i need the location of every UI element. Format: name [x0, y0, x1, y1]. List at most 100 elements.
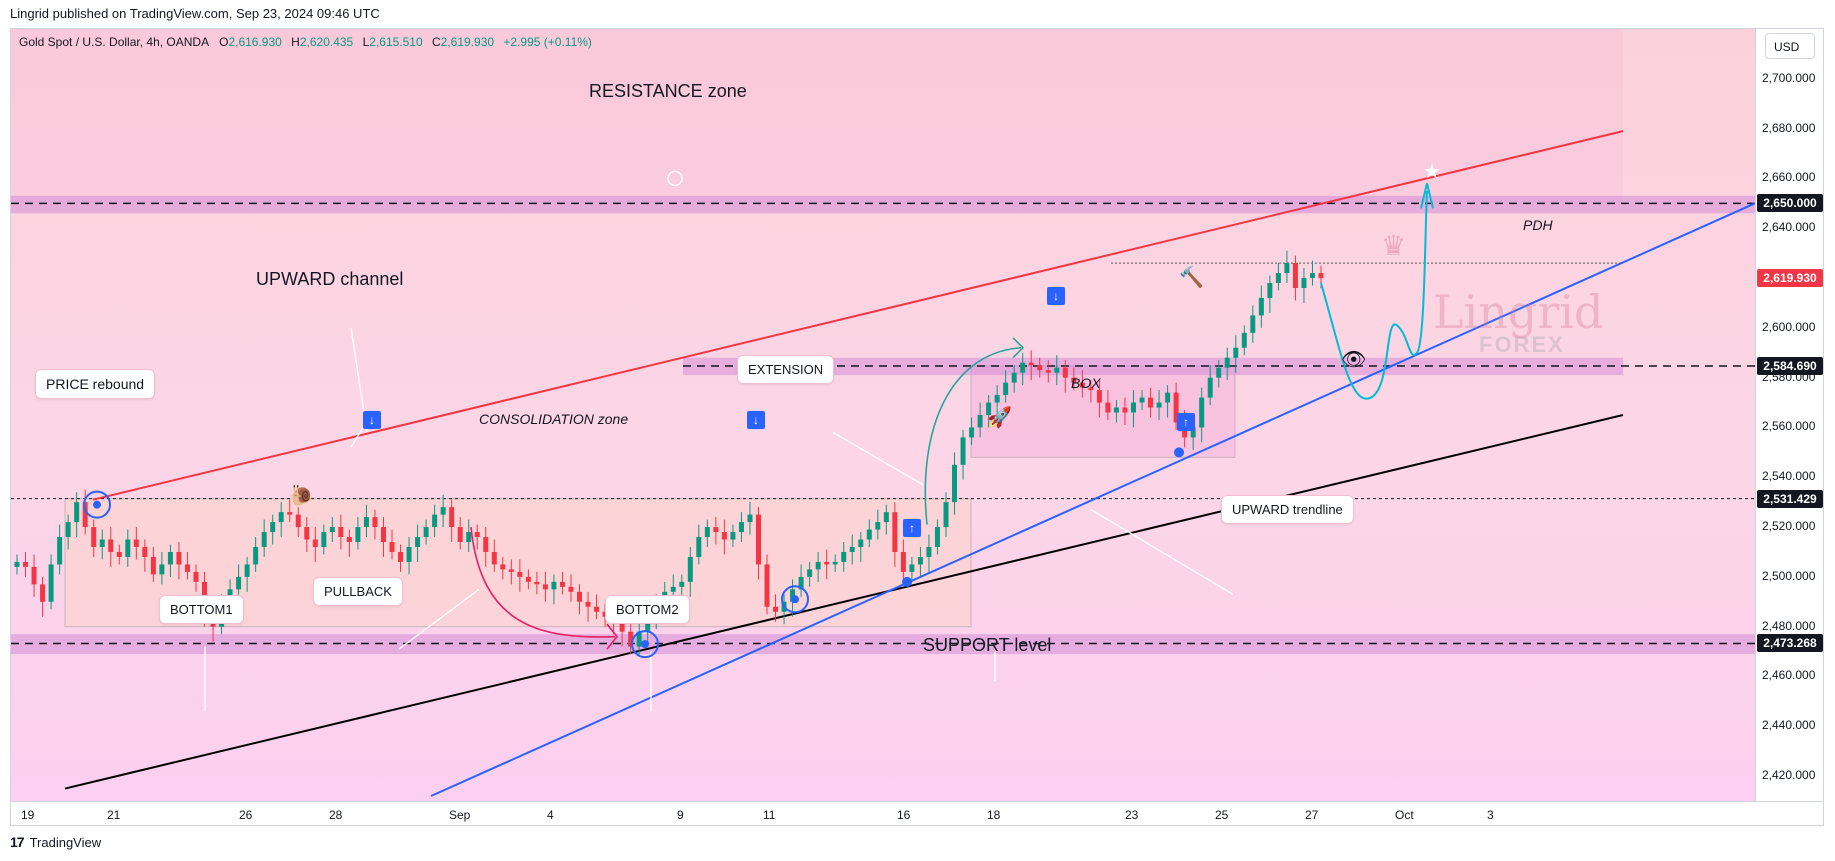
- published-header: Lingrid published on TradingView.com, Se…: [10, 6, 380, 21]
- time-tick: 9: [677, 808, 684, 822]
- time-tick: Sep: [449, 808, 471, 822]
- candle-body: [363, 517, 369, 528]
- arrow-down-marker: ↓: [363, 411, 381, 429]
- candle-body: [346, 537, 352, 543]
- candle-body: [150, 556, 156, 575]
- price-axis[interactable]: 2,700.000 2,680.000 2,660.000 2,640.000 2,60…: [1755, 29, 1823, 801]
- candle-body: [696, 537, 702, 557]
- price-tag-resistance: 2,650.000: [1757, 194, 1823, 213]
- bottom2-callout: BOTTOM2: [605, 595, 690, 624]
- candle-body: [398, 551, 404, 562]
- candle-body: [406, 546, 412, 562]
- currency-selector[interactable]: USD: [1765, 33, 1815, 59]
- time-tick: Oct: [1395, 808, 1414, 822]
- candle-body: [585, 601, 591, 607]
- candle-body: [261, 532, 267, 547]
- open-value: 2,616.930: [228, 35, 282, 49]
- candle-body: [534, 581, 540, 585]
- candle-body: [244, 564, 250, 577]
- footer-brand[interactable]: 17 TradingView: [10, 834, 101, 850]
- candle-body: [952, 464, 958, 503]
- candle-body: [1292, 263, 1298, 288]
- candle-body: [670, 586, 676, 592]
- candle-body: [764, 564, 770, 607]
- time-axis[interactable]: 19 21 26 28 Sep 4 9 11 16 18 23 25 27 Oct 3: [11, 801, 1823, 825]
- candle-body: [1241, 332, 1247, 348]
- channel-top-line: [92, 130, 1624, 501]
- candle-body: [815, 561, 821, 570]
- candle-body: [1309, 273, 1315, 279]
- candle-body: [1122, 407, 1128, 413]
- candle-body: [449, 507, 455, 528]
- snail-icon: 🐌: [289, 485, 314, 507]
- candle-body: [304, 527, 310, 540]
- pullback-callout: PULLBACK: [313, 577, 403, 606]
- candle-body: [807, 569, 813, 577]
- resistance-band: [11, 195, 1755, 214]
- candle-body: [1173, 392, 1179, 423]
- candle-body: [858, 539, 864, 547]
- candle-body: [832, 561, 838, 565]
- resistance-area: [11, 29, 1623, 204]
- candle-body: [1037, 365, 1043, 371]
- watermark-sub: FOREX: [1479, 332, 1565, 357]
- candle-body: [31, 566, 37, 585]
- candle-body: [849, 546, 855, 552]
- candle-body: [1207, 377, 1213, 398]
- price-tick: 2,420.000: [1762, 768, 1816, 783]
- candle-body: [568, 586, 574, 592]
- candle-body: [133, 539, 139, 547]
- time-tick: 25: [1215, 808, 1229, 822]
- candle-body: [457, 527, 463, 543]
- price-tick: 2,500.000: [1762, 568, 1816, 583]
- arrow-up-marker: ↑: [1177, 413, 1195, 431]
- candle-body: [432, 514, 438, 528]
- chart-canvas[interactable]: [11, 29, 1824, 826]
- chart-area[interactable]: Lingrid FOREX Gold Spot / U.S. Dollar, 4…: [10, 28, 1824, 826]
- price-tick: 2,680.000: [1762, 120, 1816, 135]
- candle-body: [193, 571, 199, 582]
- candle-body: [270, 522, 276, 533]
- high-value: 2,620.435: [299, 35, 354, 49]
- time-tick: 27: [1305, 808, 1319, 822]
- time-tick: 21: [107, 808, 121, 822]
- time-tick: 18: [987, 808, 1001, 822]
- candle-body: [628, 631, 634, 647]
- candle-body: [287, 512, 293, 515]
- candle-body: [738, 522, 744, 533]
- box-label: BOX: [1071, 375, 1101, 391]
- pullback-arrowhead: [606, 623, 619, 650]
- eye-icon: 👁: [1341, 349, 1367, 371]
- candle-body: [679, 581, 685, 587]
- candle-body: [295, 514, 301, 528]
- candle-body: [1105, 402, 1111, 413]
- time-tick: 16: [897, 808, 911, 822]
- candle-body: [236, 576, 242, 590]
- candle-body: [415, 537, 421, 547]
- callout-pointer: [350, 427, 364, 448]
- upward-channel-label: UPWARD channel: [256, 269, 404, 289]
- candle-body: [713, 527, 719, 533]
- candle-body: [1233, 347, 1239, 358]
- candle-body: [82, 502, 88, 528]
- extension-arrow: [924, 346, 1022, 525]
- symbol-name: Gold Spot / U.S. Dollar, 4h, OANDA: [19, 35, 210, 49]
- candle-body: [1275, 273, 1281, 284]
- symbol-legend[interactable]: Gold Spot / U.S. Dollar, 4h, OANDA O2,61…: [19, 35, 592, 49]
- candle-body: [184, 564, 190, 572]
- candle-body: [389, 542, 395, 552]
- tradingview-logo-icon: 17: [10, 834, 25, 850]
- extension-arrowhead: [1012, 337, 1025, 359]
- candle-body: [636, 631, 642, 647]
- low-label: L: [362, 35, 370, 49]
- candle-body: [594, 606, 600, 612]
- candle-body: [1199, 397, 1205, 428]
- candle-body: [474, 532, 480, 538]
- candle-body: [577, 591, 583, 602]
- bottom1-callout: BOTTOM1: [159, 595, 244, 624]
- candle-body: [1130, 402, 1136, 413]
- candle-body: [253, 546, 259, 565]
- candle-body: [1062, 367, 1068, 378]
- candle-body: [909, 564, 915, 572]
- arrow-down-marker: ↓: [747, 411, 765, 429]
